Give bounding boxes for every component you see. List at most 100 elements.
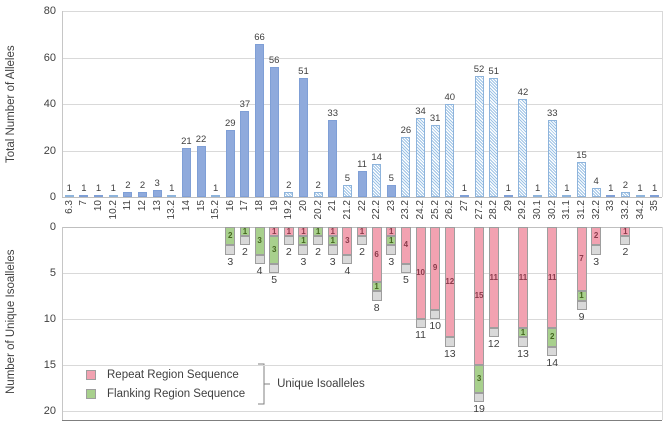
bar-value-label: 42 bbox=[517, 87, 529, 99]
repeat-segment: 6 bbox=[371, 227, 382, 283]
stack-total-label: 9 bbox=[578, 310, 585, 323]
total-alleles-bar bbox=[211, 194, 221, 197]
total-alleles-bar bbox=[386, 185, 396, 197]
other-segment bbox=[371, 291, 382, 301]
other-segment bbox=[239, 236, 250, 246]
x-axis-label: 6.3 bbox=[63, 200, 75, 214]
x-axis-label: 22 bbox=[356, 200, 368, 212]
x-axis-label: 7 bbox=[78, 200, 90, 206]
x-axis-label: 28.2 bbox=[488, 200, 500, 220]
other-segment bbox=[357, 236, 367, 246]
flanking-segment: 1 bbox=[298, 236, 309, 246]
x-axis-label: 27 bbox=[458, 200, 470, 212]
bar-value-label: 14 bbox=[371, 152, 382, 164]
stack-total-label: 3 bbox=[329, 255, 336, 268]
bar-value-label: 15 bbox=[576, 150, 587, 162]
bar-value-label: 5 bbox=[388, 173, 394, 185]
repeat-segment: 7 bbox=[576, 227, 587, 292]
x-axis-label: 30.1 bbox=[532, 200, 544, 220]
legend-label-flanking: Flanking Region Sequence bbox=[107, 387, 246, 400]
bar-value-label: 4 bbox=[593, 175, 599, 187]
x-axis-label: 25.2 bbox=[429, 200, 441, 220]
bar-value-label: 34 bbox=[415, 105, 426, 117]
flanking-segment: 1 bbox=[239, 227, 250, 237]
total-alleles-bar bbox=[64, 194, 74, 197]
top-y-tick-label: 40 bbox=[43, 98, 56, 110]
flanking-segment: 2 bbox=[547, 328, 558, 347]
other-segment bbox=[430, 309, 441, 319]
total-alleles-bar bbox=[606, 194, 616, 197]
stack-total-label: 4 bbox=[256, 264, 263, 277]
x-axis-label: 31.2 bbox=[576, 200, 587, 220]
total-alleles-bar bbox=[357, 171, 367, 197]
top-gridline bbox=[62, 197, 662, 198]
bar-value-label: 1 bbox=[608, 182, 614, 194]
bar-value-label: 33 bbox=[327, 108, 338, 120]
other-segment bbox=[269, 263, 280, 273]
bar-value-label: 21 bbox=[181, 136, 192, 148]
bar-value-label: 51 bbox=[298, 66, 309, 78]
stack-total-label: 2 bbox=[315, 246, 322, 259]
other-segment bbox=[474, 392, 485, 402]
top-gridline bbox=[62, 11, 662, 12]
stack-total-label: 2 bbox=[242, 246, 248, 259]
total-alleles-bar bbox=[240, 110, 250, 197]
total-alleles-bar bbox=[430, 124, 440, 197]
repeat-segment: 10 bbox=[415, 227, 426, 319]
bar-value-label: 37 bbox=[239, 98, 251, 110]
x-axis-label: 11 bbox=[122, 200, 134, 211]
bar-value-label: 2 bbox=[315, 180, 321, 192]
flanking-segment: 1 bbox=[313, 227, 324, 237]
total-alleles-bar bbox=[342, 185, 352, 197]
other-segment bbox=[620, 236, 631, 246]
repeat-segment: 12 bbox=[444, 227, 455, 338]
total-alleles-bar bbox=[635, 194, 645, 197]
stack-total-label: 19 bbox=[473, 402, 485, 415]
x-axis-label: 33 bbox=[605, 200, 617, 212]
x-axis-label: 13 bbox=[151, 200, 163, 212]
total-alleles-bar bbox=[474, 76, 484, 197]
total-alleles-bar bbox=[533, 194, 543, 197]
total-alleles-bar bbox=[225, 129, 235, 197]
x-axis-label: 34.2 bbox=[634, 200, 646, 220]
top-gridline bbox=[62, 150, 662, 152]
total-alleles-bar bbox=[313, 192, 323, 197]
other-segment bbox=[298, 245, 309, 255]
flanking-segment: 1 bbox=[327, 236, 338, 246]
repeat-region-swatch-icon bbox=[86, 369, 96, 380]
bar-value-label: 1 bbox=[461, 182, 468, 194]
total-alleles-bar bbox=[562, 194, 572, 197]
x-axis-label: 16 bbox=[224, 200, 236, 212]
bar-value-label: 1 bbox=[110, 182, 116, 194]
bar-value-label: 2 bbox=[125, 180, 131, 192]
stack-total-label: 2 bbox=[622, 246, 629, 259]
stack-total-label: 2 bbox=[285, 246, 292, 259]
repeat-segment: 1 bbox=[357, 227, 367, 237]
bar-value-label: 1 bbox=[66, 182, 72, 194]
stack-total-label: 5 bbox=[271, 274, 278, 286]
total-alleles-bar bbox=[167, 194, 177, 197]
x-axis-label: 10.2 bbox=[107, 200, 119, 220]
total-alleles-bar bbox=[79, 194, 89, 197]
repeat-segment: 3 bbox=[342, 227, 353, 255]
flanking-segment: 1 bbox=[386, 236, 397, 246]
stack-total-label: 14 bbox=[546, 356, 559, 369]
total-alleles-bar bbox=[181, 148, 191, 197]
stack-total-label: 3 bbox=[300, 255, 307, 268]
x-axis-label: 17 bbox=[239, 200, 251, 212]
total-alleles-bar bbox=[123, 192, 133, 197]
bottom-y-tick-label: 10 bbox=[43, 313, 56, 325]
flanking-segment: 2 bbox=[225, 227, 236, 246]
repeat-segment: 1 bbox=[327, 227, 338, 237]
legend: Repeat Region Sequence Flanking Region S… bbox=[86, 362, 365, 406]
stack-total-label: 13 bbox=[517, 347, 529, 360]
other-segment bbox=[415, 319, 426, 329]
x-axis-label: 20 bbox=[297, 200, 309, 212]
x-axis-label: 19 bbox=[268, 200, 280, 212]
other-segment bbox=[254, 254, 265, 264]
bar-value-label: 1 bbox=[505, 182, 511, 194]
stack-total-label: 5 bbox=[402, 274, 409, 286]
total-alleles-bar bbox=[196, 145, 206, 197]
bar-value-label: 1 bbox=[213, 182, 219, 194]
